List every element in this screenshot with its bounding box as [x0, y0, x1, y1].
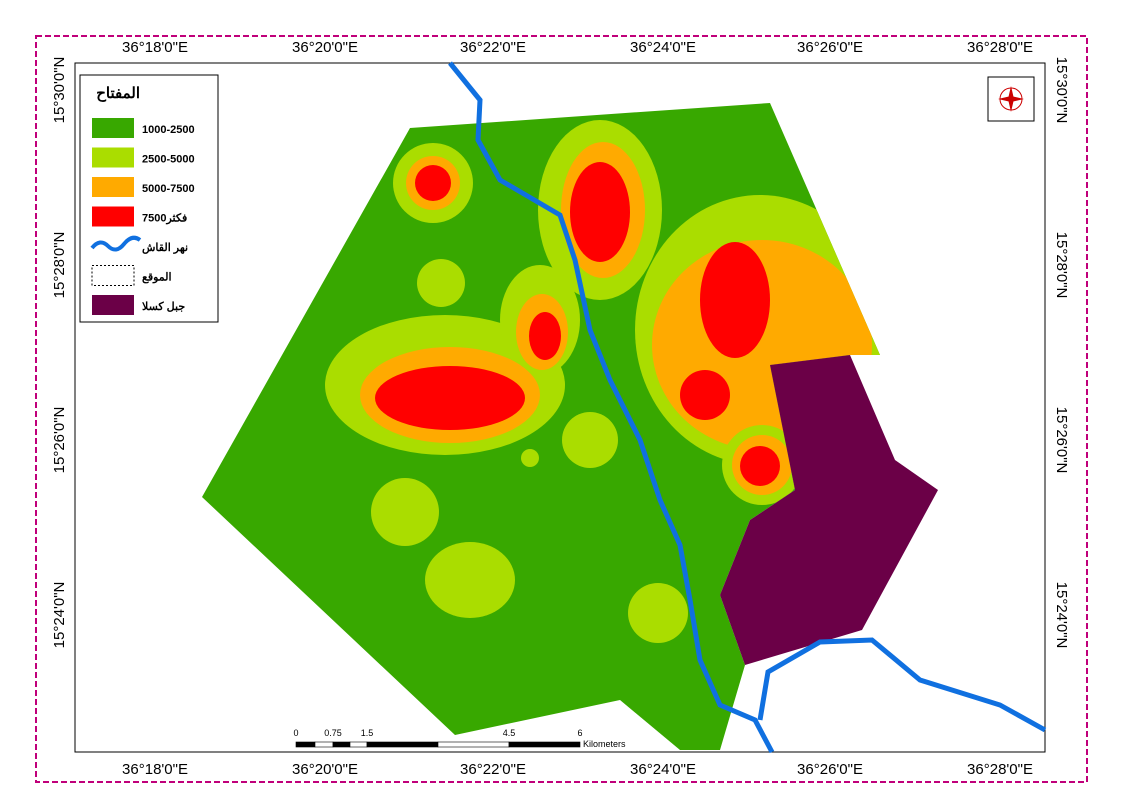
legend-swatch: [92, 295, 134, 315]
x-label-top: 36°20'0"E: [292, 39, 358, 56]
legend-swatch: [92, 206, 134, 227]
scale-segment: [349, 741, 368, 748]
x-label-top: 36°26'0"E: [797, 39, 863, 56]
y-label-right: 15°24'0"N: [1053, 582, 1070, 649]
y-label-right: 15°26'0"N: [1053, 407, 1070, 474]
x-label-bottom: 36°24'0"E: [630, 761, 696, 778]
map-zones: [202, 103, 938, 750]
scale-label: 6: [577, 728, 582, 738]
legend-swatch: [90, 235, 142, 252]
scale-label: 1.5: [361, 728, 374, 738]
scale-segment: [332, 741, 351, 748]
legend-label: الموقع: [142, 272, 172, 284]
legend-swatch: [92, 177, 134, 197]
x-label-bottom: 36°18'0"E: [122, 761, 188, 778]
legend-title: المفتاح: [96, 85, 140, 102]
legend-swatch: [92, 118, 134, 138]
x-label-top: 36°28'0"E: [967, 39, 1033, 56]
x-label-bottom: 36°22'0"E: [460, 761, 526, 778]
x-label-top: 36°22'0"E: [460, 39, 526, 56]
x-label-top: 36°18'0"E: [122, 39, 188, 56]
scale-label: 0.75: [324, 728, 342, 738]
frame: [35, 35, 1088, 783]
x-label-top: 36°24'0"E: [630, 39, 696, 56]
scale-segment: [508, 741, 581, 748]
x-label-bottom: 36°28'0"E: [967, 761, 1033, 778]
scale-segment: [314, 741, 334, 748]
legend-label: 5000-7500: [142, 183, 195, 195]
scale-unit: Kilometers: [583, 739, 626, 749]
y-label-left: 15°30'0"N: [51, 57, 68, 124]
scale-label: 0: [293, 728, 298, 738]
x-label-bottom: 36°26'0"E: [797, 761, 863, 778]
legend-label: نهر القاش: [142, 242, 188, 254]
compass: [987, 76, 1035, 122]
scale-segment: [366, 741, 439, 748]
legend-swatch: [92, 147, 134, 168]
y-label-right: 15°28'0"N: [1053, 232, 1070, 299]
legend-label: 7500فكثر: [142, 213, 187, 225]
x-label-bottom: 36°20'0"E: [292, 761, 358, 778]
scale-segment: [437, 741, 510, 748]
y-label-left: 15°26'0"N: [51, 407, 68, 474]
legend-label: 2500-5000: [142, 154, 195, 166]
y-label-right: 15°30'0"N: [1053, 57, 1070, 124]
scale-label: 4.5: [503, 728, 516, 738]
legend-swatch: [91, 265, 135, 286]
y-label-left: 15°24'0"N: [51, 582, 68, 649]
scale-segment: [295, 741, 316, 748]
y-label-left: 15°28'0"N: [51, 232, 68, 299]
legend-label: 1000-2500: [142, 124, 195, 136]
legend-label: جبل كسلا: [142, 301, 185, 313]
river: [448, 61, 1047, 754]
